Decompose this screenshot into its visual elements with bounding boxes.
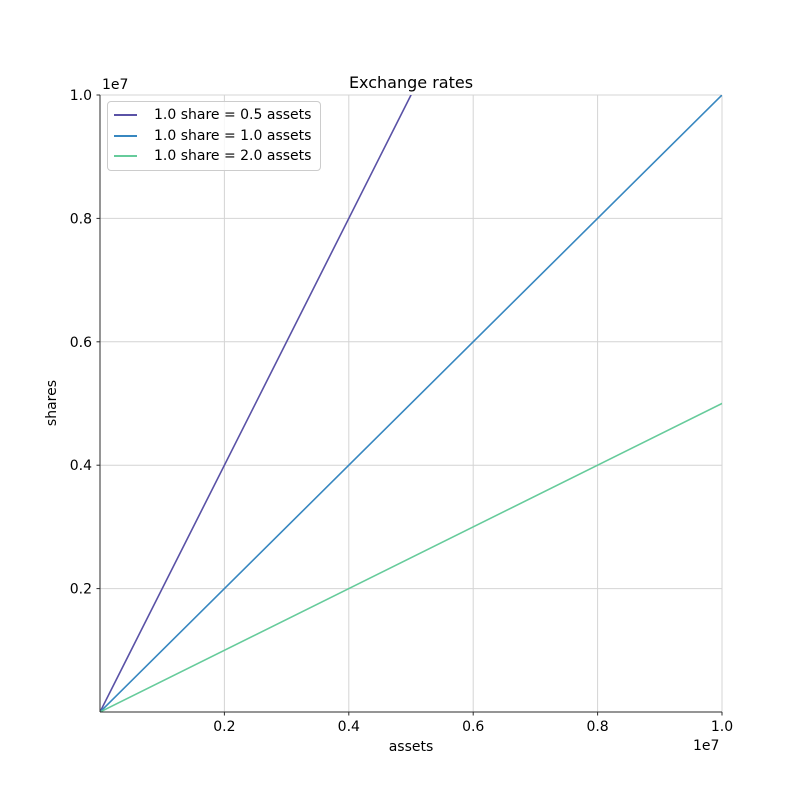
legend-item: 1.0 share = 0.5 assets [114,105,311,126]
y-axis-offset-label: 1e7 [102,77,129,93]
x-tick-label: 0.6 [462,719,484,735]
x-tick-label: 0.4 [338,719,360,735]
x-tick-label: 0.8 [586,719,608,735]
legend-label: 1.0 share = 0.5 assets [154,107,312,124]
y-tick-label: 0.8 [70,211,92,227]
legend-item: 1.0 share = 1.0 assets [114,126,311,147]
series-line-0 [100,95,412,712]
y-tick-label: 0.6 [70,335,92,351]
legend-label: 1.0 share = 2.0 assets [154,148,312,165]
legend-line-swatch [114,134,137,137]
y-tick-label: 1.0 [70,88,92,104]
x-axis-offset-label: 1e7 [693,738,720,754]
x-tick-label: 1.0 [711,719,733,735]
chart-title: Exchange rates [348,73,474,92]
legend-item: 1.0 share = 2.0 assets [114,146,311,167]
x-axis-title: assets [388,739,434,755]
legend-line-swatch [114,155,137,158]
legend-line-swatch [114,114,137,117]
y-tick-label: 0.4 [70,458,92,474]
x-tick-label: 0.2 [213,719,235,735]
legend: 1.0 share = 0.5 assets 1.0 share = 1.0 a… [107,101,322,171]
series-line-1 [100,95,722,712]
legend-label: 1.0 share = 1.0 assets [154,127,312,144]
series-line-2 [100,402,722,712]
y-axis-title: shares [44,379,60,427]
y-tick-label: 0.2 [70,582,92,598]
